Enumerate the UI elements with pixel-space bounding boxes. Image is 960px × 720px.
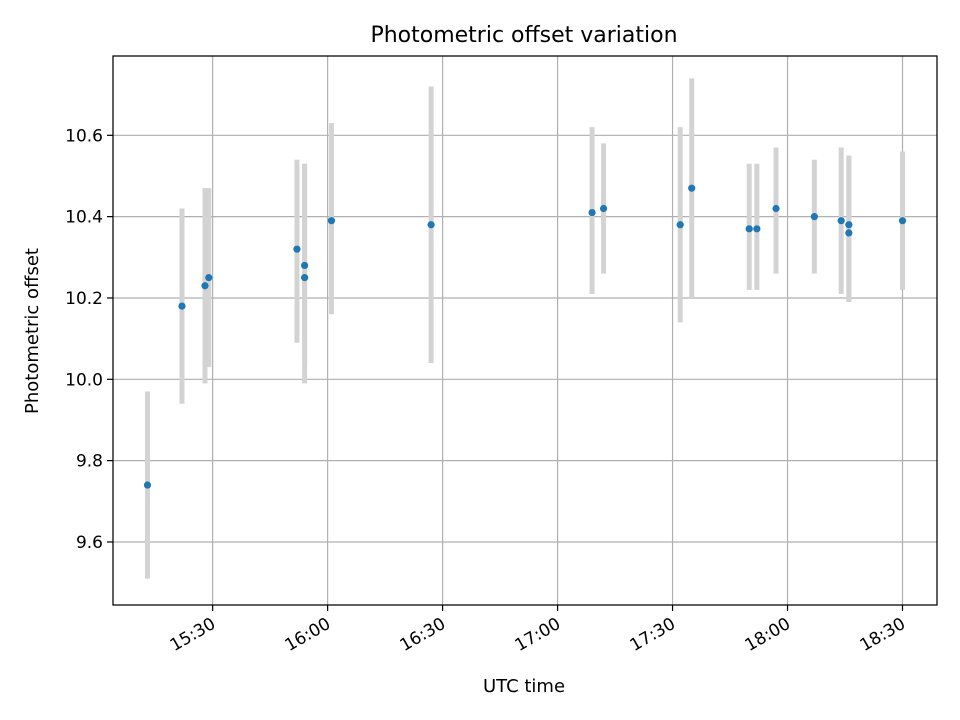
data-point xyxy=(143,481,152,489)
data-point xyxy=(810,213,818,221)
data-point xyxy=(745,225,753,233)
data-point xyxy=(845,221,853,229)
grid xyxy=(113,56,937,605)
data-point xyxy=(599,204,608,213)
data-point xyxy=(772,204,780,213)
data-point xyxy=(688,184,696,192)
y-tick-label: 9.6 xyxy=(76,533,103,553)
data-point xyxy=(837,217,845,225)
y-tick-label: 10.4 xyxy=(65,208,103,228)
y-axis-label: Photometric offset xyxy=(22,248,43,414)
chart-title: Photometric offset variation xyxy=(370,23,677,48)
data-point xyxy=(327,217,336,225)
y-tick-label: 10.0 xyxy=(65,370,103,390)
data-point xyxy=(427,221,435,229)
plot-frame xyxy=(112,55,938,606)
data-point xyxy=(676,221,684,229)
y-tick-label: 10.2 xyxy=(65,289,103,309)
y-tick-label: 10.6 xyxy=(65,126,103,146)
data-point xyxy=(898,217,907,225)
data-point xyxy=(845,229,853,237)
data-point xyxy=(205,274,213,282)
y-axis-ticks: 9.6 9.8 10.0 10.2 10.4 10.6 xyxy=(65,126,113,553)
data-point xyxy=(753,225,761,233)
data-point xyxy=(301,261,309,270)
data-point xyxy=(178,302,186,310)
x-axis-label: UTC time xyxy=(483,676,565,697)
data-point xyxy=(293,245,301,253)
data-point xyxy=(201,282,209,290)
data-points xyxy=(143,184,907,489)
y-tick-label: 9.8 xyxy=(76,452,103,472)
data-point xyxy=(588,208,596,217)
data-point xyxy=(301,274,309,282)
